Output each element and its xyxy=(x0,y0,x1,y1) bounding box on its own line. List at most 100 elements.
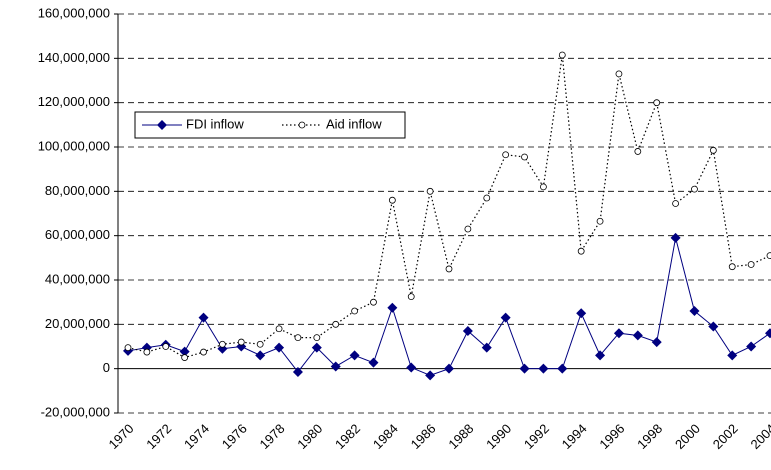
y-tick-label: 100,000,000 xyxy=(38,138,110,153)
data-point xyxy=(406,362,417,373)
data-point xyxy=(558,51,566,59)
data-point xyxy=(426,187,434,195)
data-point xyxy=(672,200,679,207)
data-point xyxy=(634,148,642,155)
x-tick-label: 1980 xyxy=(294,421,325,452)
data-point xyxy=(294,334,302,342)
y-tick-label: 60,000,000 xyxy=(45,227,110,242)
data-point xyxy=(388,196,396,204)
data-point xyxy=(651,337,662,348)
data-point xyxy=(368,357,379,368)
data-point xyxy=(519,363,530,374)
data-point xyxy=(540,183,547,191)
y-tick-label: 140,000,000 xyxy=(38,50,110,65)
data-point xyxy=(615,70,623,78)
data-point xyxy=(275,325,283,333)
legend-marker xyxy=(298,121,306,129)
y-tick-label: -20,000,000 xyxy=(41,404,110,419)
data-point xyxy=(351,307,358,315)
data-point xyxy=(181,354,189,361)
x-tick-label: 1974 xyxy=(181,421,212,452)
data-point xyxy=(256,340,264,348)
data-point xyxy=(765,328,771,339)
y-tick-label: 20,000,000 xyxy=(45,316,110,331)
x-tick-label: 1986 xyxy=(408,421,439,452)
x-tick-label: 1998 xyxy=(634,421,665,452)
data-point xyxy=(577,247,585,255)
data-point xyxy=(179,346,190,357)
data-point xyxy=(425,370,436,381)
y-tick-label: 120,000,000 xyxy=(38,94,110,109)
x-tick-label: 1972 xyxy=(143,421,174,452)
y-tick-label: 40,000,000 xyxy=(45,271,110,286)
x-tick-label: 1988 xyxy=(445,421,476,452)
data-point xyxy=(387,302,398,313)
series-line xyxy=(127,237,771,376)
data-point xyxy=(670,232,681,243)
data-point xyxy=(462,325,473,336)
x-tick-label: 2004 xyxy=(747,421,771,452)
data-point xyxy=(445,265,453,273)
data-point xyxy=(632,330,643,341)
legend-marker xyxy=(157,120,167,130)
data-point xyxy=(349,350,360,361)
data-point xyxy=(728,263,736,271)
data-point xyxy=(237,338,245,346)
data-point xyxy=(274,342,285,353)
x-tick-label: 1996 xyxy=(596,421,627,452)
data-point xyxy=(595,350,606,361)
data-point xyxy=(689,306,700,317)
x-tick-label: 1992 xyxy=(521,421,552,452)
data-point xyxy=(746,341,757,352)
data-point xyxy=(330,361,341,372)
data-point xyxy=(311,342,322,353)
data-point xyxy=(653,99,661,107)
data-point xyxy=(255,350,266,361)
data-point xyxy=(727,350,738,361)
y-tick-label: 80,000,000 xyxy=(45,183,110,198)
data-point xyxy=(407,293,415,301)
data-point xyxy=(596,217,604,225)
legend-label: FDI inflow xyxy=(186,116,244,131)
x-tick-label: 1984 xyxy=(370,421,401,452)
legend-label: Aid inflow xyxy=(326,116,382,131)
data-point xyxy=(576,308,587,319)
x-tick-label: 1990 xyxy=(483,421,514,452)
data-point xyxy=(332,320,340,328)
y-tick-label: 0 xyxy=(103,360,110,375)
data-point xyxy=(708,321,719,332)
data-point xyxy=(557,363,568,374)
data-point xyxy=(747,261,755,268)
data-point xyxy=(613,328,624,339)
data-point xyxy=(481,342,492,353)
data-point xyxy=(198,312,209,323)
data-point xyxy=(691,185,698,193)
data-point xyxy=(292,366,303,377)
data-point xyxy=(521,153,528,161)
data-point xyxy=(162,343,170,350)
x-tick-label: 1994 xyxy=(559,421,590,452)
x-tick-label: 2002 xyxy=(710,421,741,452)
x-tick-label: 1978 xyxy=(257,421,288,452)
x-tick-label: 1970 xyxy=(105,421,136,452)
x-tick-label: 1982 xyxy=(332,421,363,452)
x-tick-label: 2000 xyxy=(672,421,703,452)
data-point xyxy=(444,363,454,374)
data-point xyxy=(313,334,321,342)
data-point xyxy=(219,340,226,348)
data-point xyxy=(370,298,377,306)
data-point xyxy=(143,348,151,356)
legend: FDI inflow Aid inflow xyxy=(134,111,406,139)
data-point xyxy=(502,151,510,159)
x-tick-label: 1976 xyxy=(219,421,250,452)
data-point xyxy=(766,252,771,260)
data-point xyxy=(200,348,207,356)
data-point xyxy=(483,194,491,202)
data-point xyxy=(500,312,511,323)
y-tick-label: 160,000,000 xyxy=(38,5,110,20)
data-point xyxy=(538,363,549,374)
data-point xyxy=(464,225,472,233)
data-point xyxy=(124,344,132,352)
data-point xyxy=(709,146,717,154)
